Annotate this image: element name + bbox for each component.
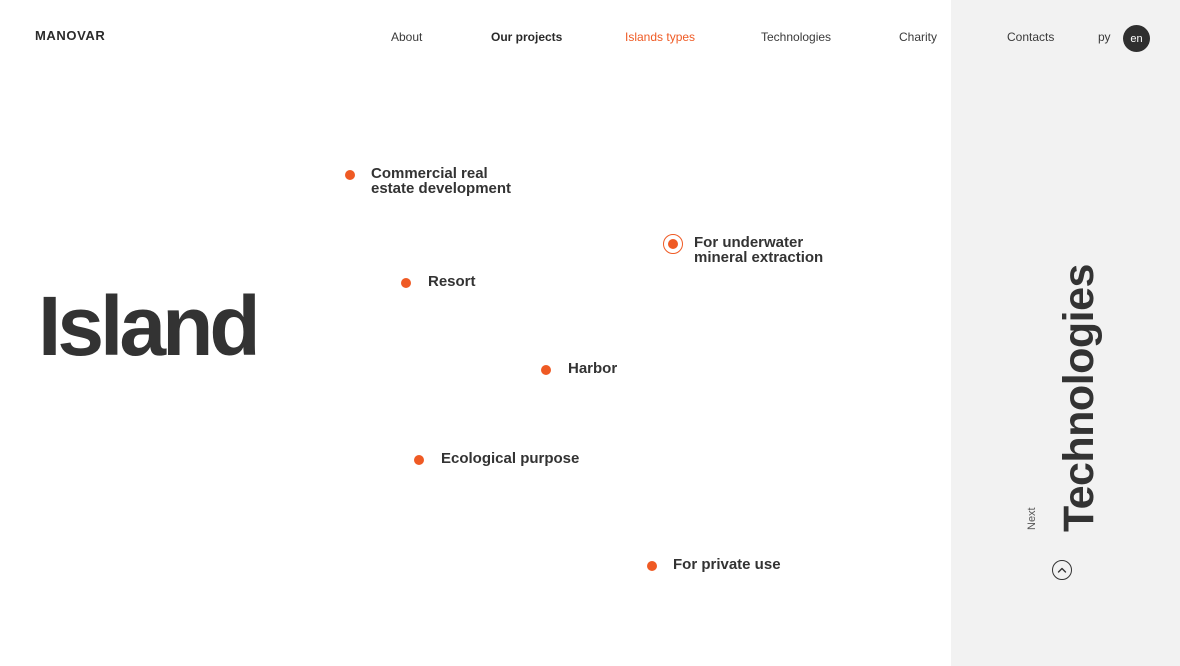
language-en[interactable]: en bbox=[1123, 25, 1150, 52]
nav-about[interactable]: About bbox=[391, 30, 423, 44]
island-type-commercial[interactable]: Commercial real estate development bbox=[345, 166, 511, 196]
marker-dot-icon bbox=[414, 455, 424, 465]
island-type-resort[interactable]: Resort bbox=[401, 274, 476, 289]
island-type-label: For private use bbox=[673, 556, 781, 573]
nav-contacts[interactable]: Contacts bbox=[1007, 30, 1055, 44]
next-section-panel bbox=[951, 0, 1180, 666]
nav-charity[interactable]: Charity bbox=[899, 30, 938, 44]
marker-dot-icon bbox=[541, 365, 551, 375]
island-type-private[interactable]: For private use bbox=[647, 557, 781, 572]
page-title: Island bbox=[38, 279, 261, 373]
marker-dot-icon bbox=[345, 170, 355, 180]
next-caption: Next bbox=[1026, 507, 1038, 530]
next-section-title[interactable]: Technologies bbox=[1055, 264, 1103, 532]
marker-selected-icon bbox=[663, 234, 683, 254]
island-type-label: For underwater mineral extraction bbox=[694, 234, 824, 266]
nav-our-projects[interactable]: Our projects bbox=[491, 30, 563, 44]
nav-islands-types[interactable]: Islands types bbox=[625, 30, 696, 44]
language-ru[interactable]: ру bbox=[1098, 30, 1111, 44]
marker-dot-icon bbox=[401, 278, 411, 288]
next-button[interactable] bbox=[1052, 560, 1072, 580]
chevron-up-icon bbox=[1057, 567, 1067, 573]
logo[interactable]: MANOVAR bbox=[35, 28, 106, 43]
island-type-harbor[interactable]: Harbor bbox=[541, 361, 617, 376]
island-type-label: Ecological purpose bbox=[441, 450, 580, 467]
island-type-ecological[interactable]: Ecological purpose bbox=[414, 451, 579, 466]
island-type-label: Resort bbox=[428, 273, 476, 290]
island-type-underwater-mining[interactable]: For underwater mineral extraction bbox=[663, 234, 824, 266]
island-type-label: Harbor bbox=[568, 360, 618, 377]
marker-dot-icon bbox=[647, 561, 657, 571]
island-type-label: Commercial real estate development bbox=[371, 165, 512, 197]
nav-technologies[interactable]: Technologies bbox=[761, 30, 832, 44]
